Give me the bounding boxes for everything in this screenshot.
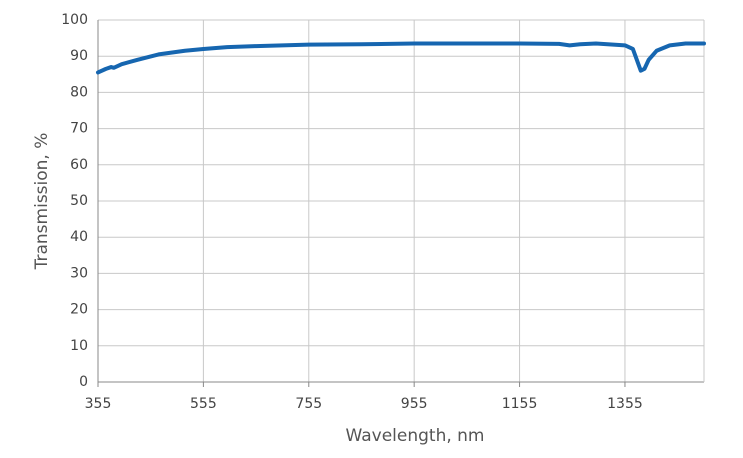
y-tick-label: 90 (70, 48, 88, 64)
data-line (96, 41, 706, 75)
y-axis-label: Transmission, % (32, 133, 52, 271)
x-tick-label: 1355 (607, 396, 643, 412)
y-tick-label: 10 (70, 338, 88, 354)
x-tick-label: 755 (295, 396, 322, 412)
y-tick-label: 60 (70, 157, 88, 173)
y-tick-label: 20 (70, 302, 88, 318)
y-tick-label: 70 (70, 121, 88, 137)
x-axis-label: Wavelength, nm (346, 426, 485, 446)
x-tick-label: 1155 (502, 396, 538, 412)
y-tick-label: 30 (70, 265, 88, 281)
x-tick-label: 555 (190, 396, 217, 412)
y-tick-label: 50 (70, 193, 88, 209)
y-tick-label: 0 (79, 374, 88, 390)
y-tick-label: 40 (70, 229, 88, 245)
y-tick-label: 100 (61, 12, 88, 28)
x-tick-label: 955 (401, 396, 428, 412)
x-tick-label: 355 (85, 396, 112, 412)
y-tick-label: 80 (70, 84, 88, 100)
